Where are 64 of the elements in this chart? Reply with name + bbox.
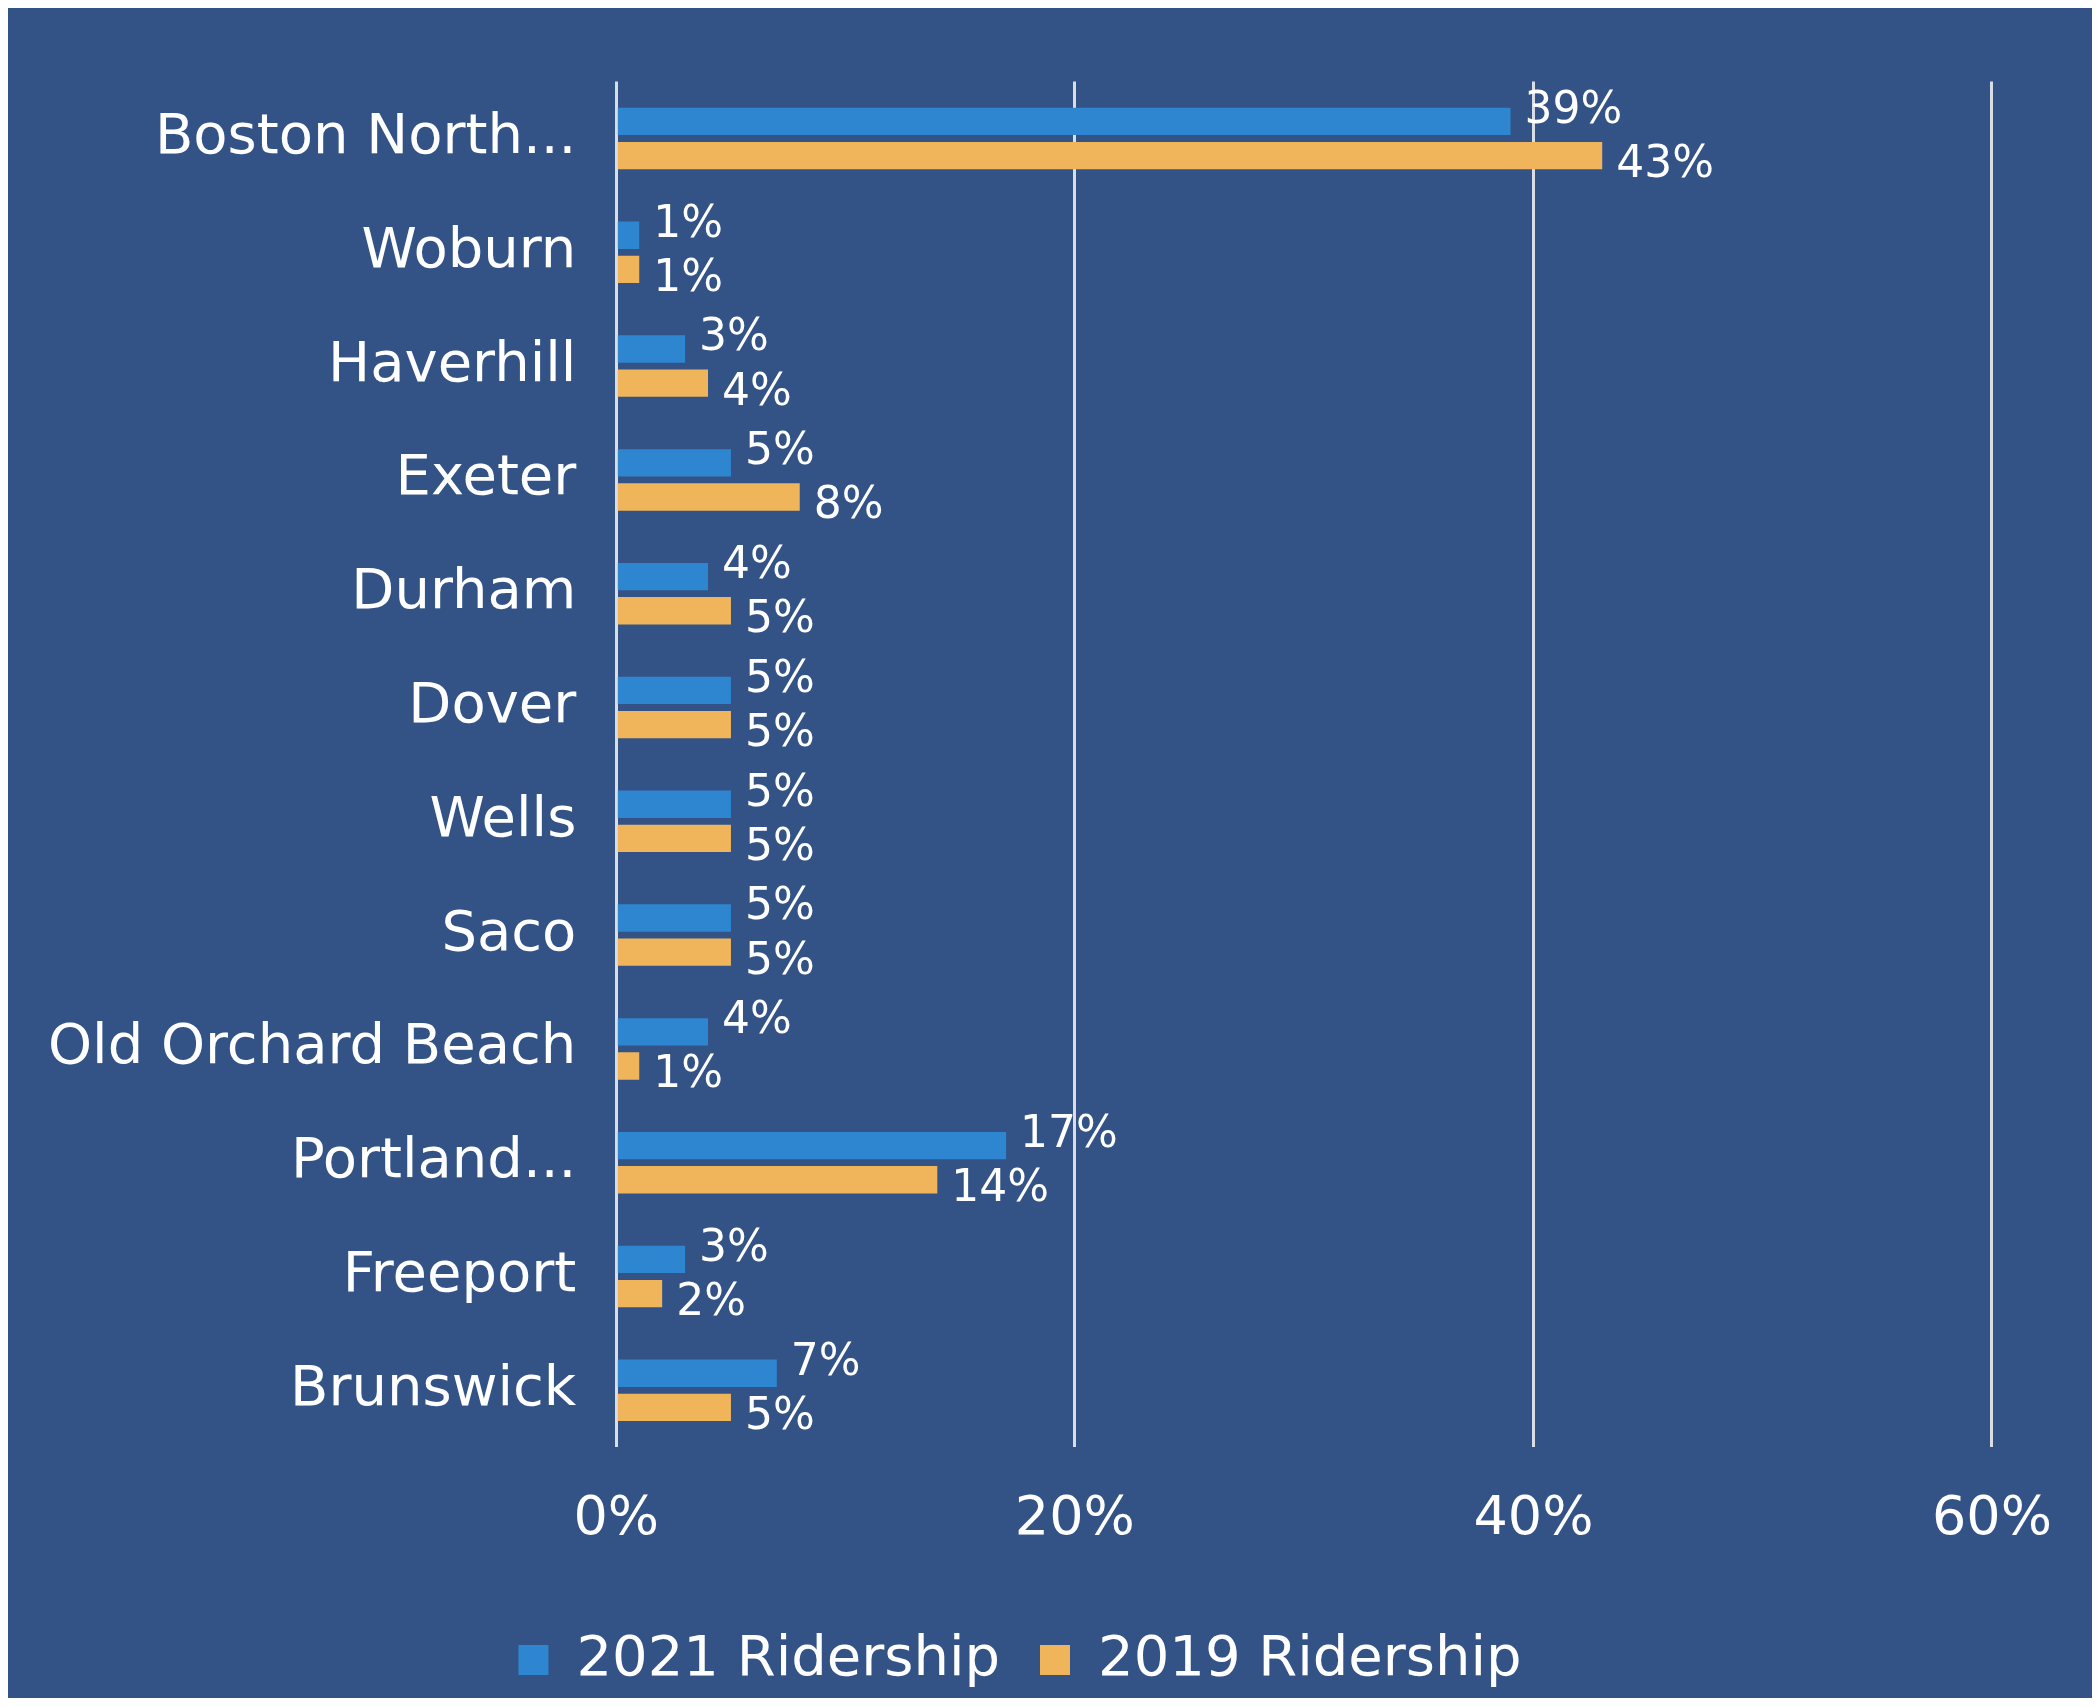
data-label: 4%: [722, 363, 792, 415]
bar: [617, 221, 640, 249]
bar: [617, 1279, 663, 1308]
data-label: 1%: [653, 249, 724, 301]
y-tick-label: Exeter: [395, 442, 578, 508]
y-tick-label: Boston North...: [154, 101, 577, 167]
legend-label: 2019 Ridership: [1098, 1622, 1522, 1688]
y-tick-label: Woburn: [361, 214, 577, 280]
data-label: 5%: [744, 818, 815, 870]
y-tick-label: Old Orchard Beach: [48, 1011, 577, 1077]
data-label: 5%: [744, 764, 815, 816]
data-label: 43%: [1616, 136, 1715, 188]
bar: [617, 369, 709, 397]
bar: [617, 938, 731, 966]
bar: [617, 676, 731, 705]
y-tick-label: Brunswick: [290, 1352, 577, 1418]
bar: [617, 1393, 731, 1422]
bar: [617, 449, 731, 477]
data-label: 1%: [653, 195, 724, 247]
y-tick-label: Durham: [351, 556, 577, 622]
y-tick-label: Dover: [408, 670, 578, 736]
y-tick-label: Wells: [429, 783, 577, 849]
bar: [617, 562, 709, 591]
bar: [617, 710, 731, 739]
bar: [617, 107, 1511, 136]
y-tick-label: Freeport: [342, 1239, 577, 1305]
bar: [617, 904, 731, 932]
legend-label: 2021 Ridership: [576, 1622, 1001, 1688]
bar: [617, 141, 1603, 170]
data-label: 3%: [699, 1219, 769, 1271]
bar: [617, 1166, 938, 1194]
data-label: 5%: [744, 705, 815, 757]
data-label: 5%: [744, 932, 815, 984]
data-label: 5%: [744, 650, 815, 702]
bar: [617, 1052, 640, 1080]
data-label: 5%: [744, 878, 815, 930]
x-tick-label: 40%: [1473, 1483, 1594, 1547]
data-label: 8%: [813, 477, 884, 529]
bar: [617, 1131, 1007, 1160]
x-tick-label: 20%: [1014, 1483, 1135, 1547]
bar: [617, 335, 686, 363]
bar: [617, 1245, 686, 1274]
data-label: 5%: [744, 1387, 815, 1439]
x-tick-label: 0%: [573, 1483, 660, 1547]
bar: [617, 790, 731, 818]
data-label: 4%: [722, 537, 792, 589]
data-label: 4%: [722, 992, 792, 1044]
data-label: 2%: [676, 1274, 746, 1326]
x-tick-label: 60%: [1931, 1483, 2052, 1547]
bar: [617, 597, 731, 625]
bar: [617, 255, 640, 284]
bar: [617, 483, 800, 511]
bar: [617, 1359, 777, 1387]
y-tick-label: Haverhill: [328, 328, 577, 394]
data-label: 3%: [699, 309, 769, 361]
bar: [617, 1018, 709, 1046]
y-tick-label: Saco: [441, 897, 577, 963]
y-tick-label: Portland...: [290, 1125, 577, 1191]
data-label: 1%: [653, 1046, 724, 1098]
data-label: 5%: [744, 591, 815, 643]
data-label: 5%: [744, 423, 815, 475]
data-label: 7%: [790, 1333, 861, 1385]
bar: [617, 824, 731, 853]
data-label: 14%: [951, 1160, 1050, 1212]
